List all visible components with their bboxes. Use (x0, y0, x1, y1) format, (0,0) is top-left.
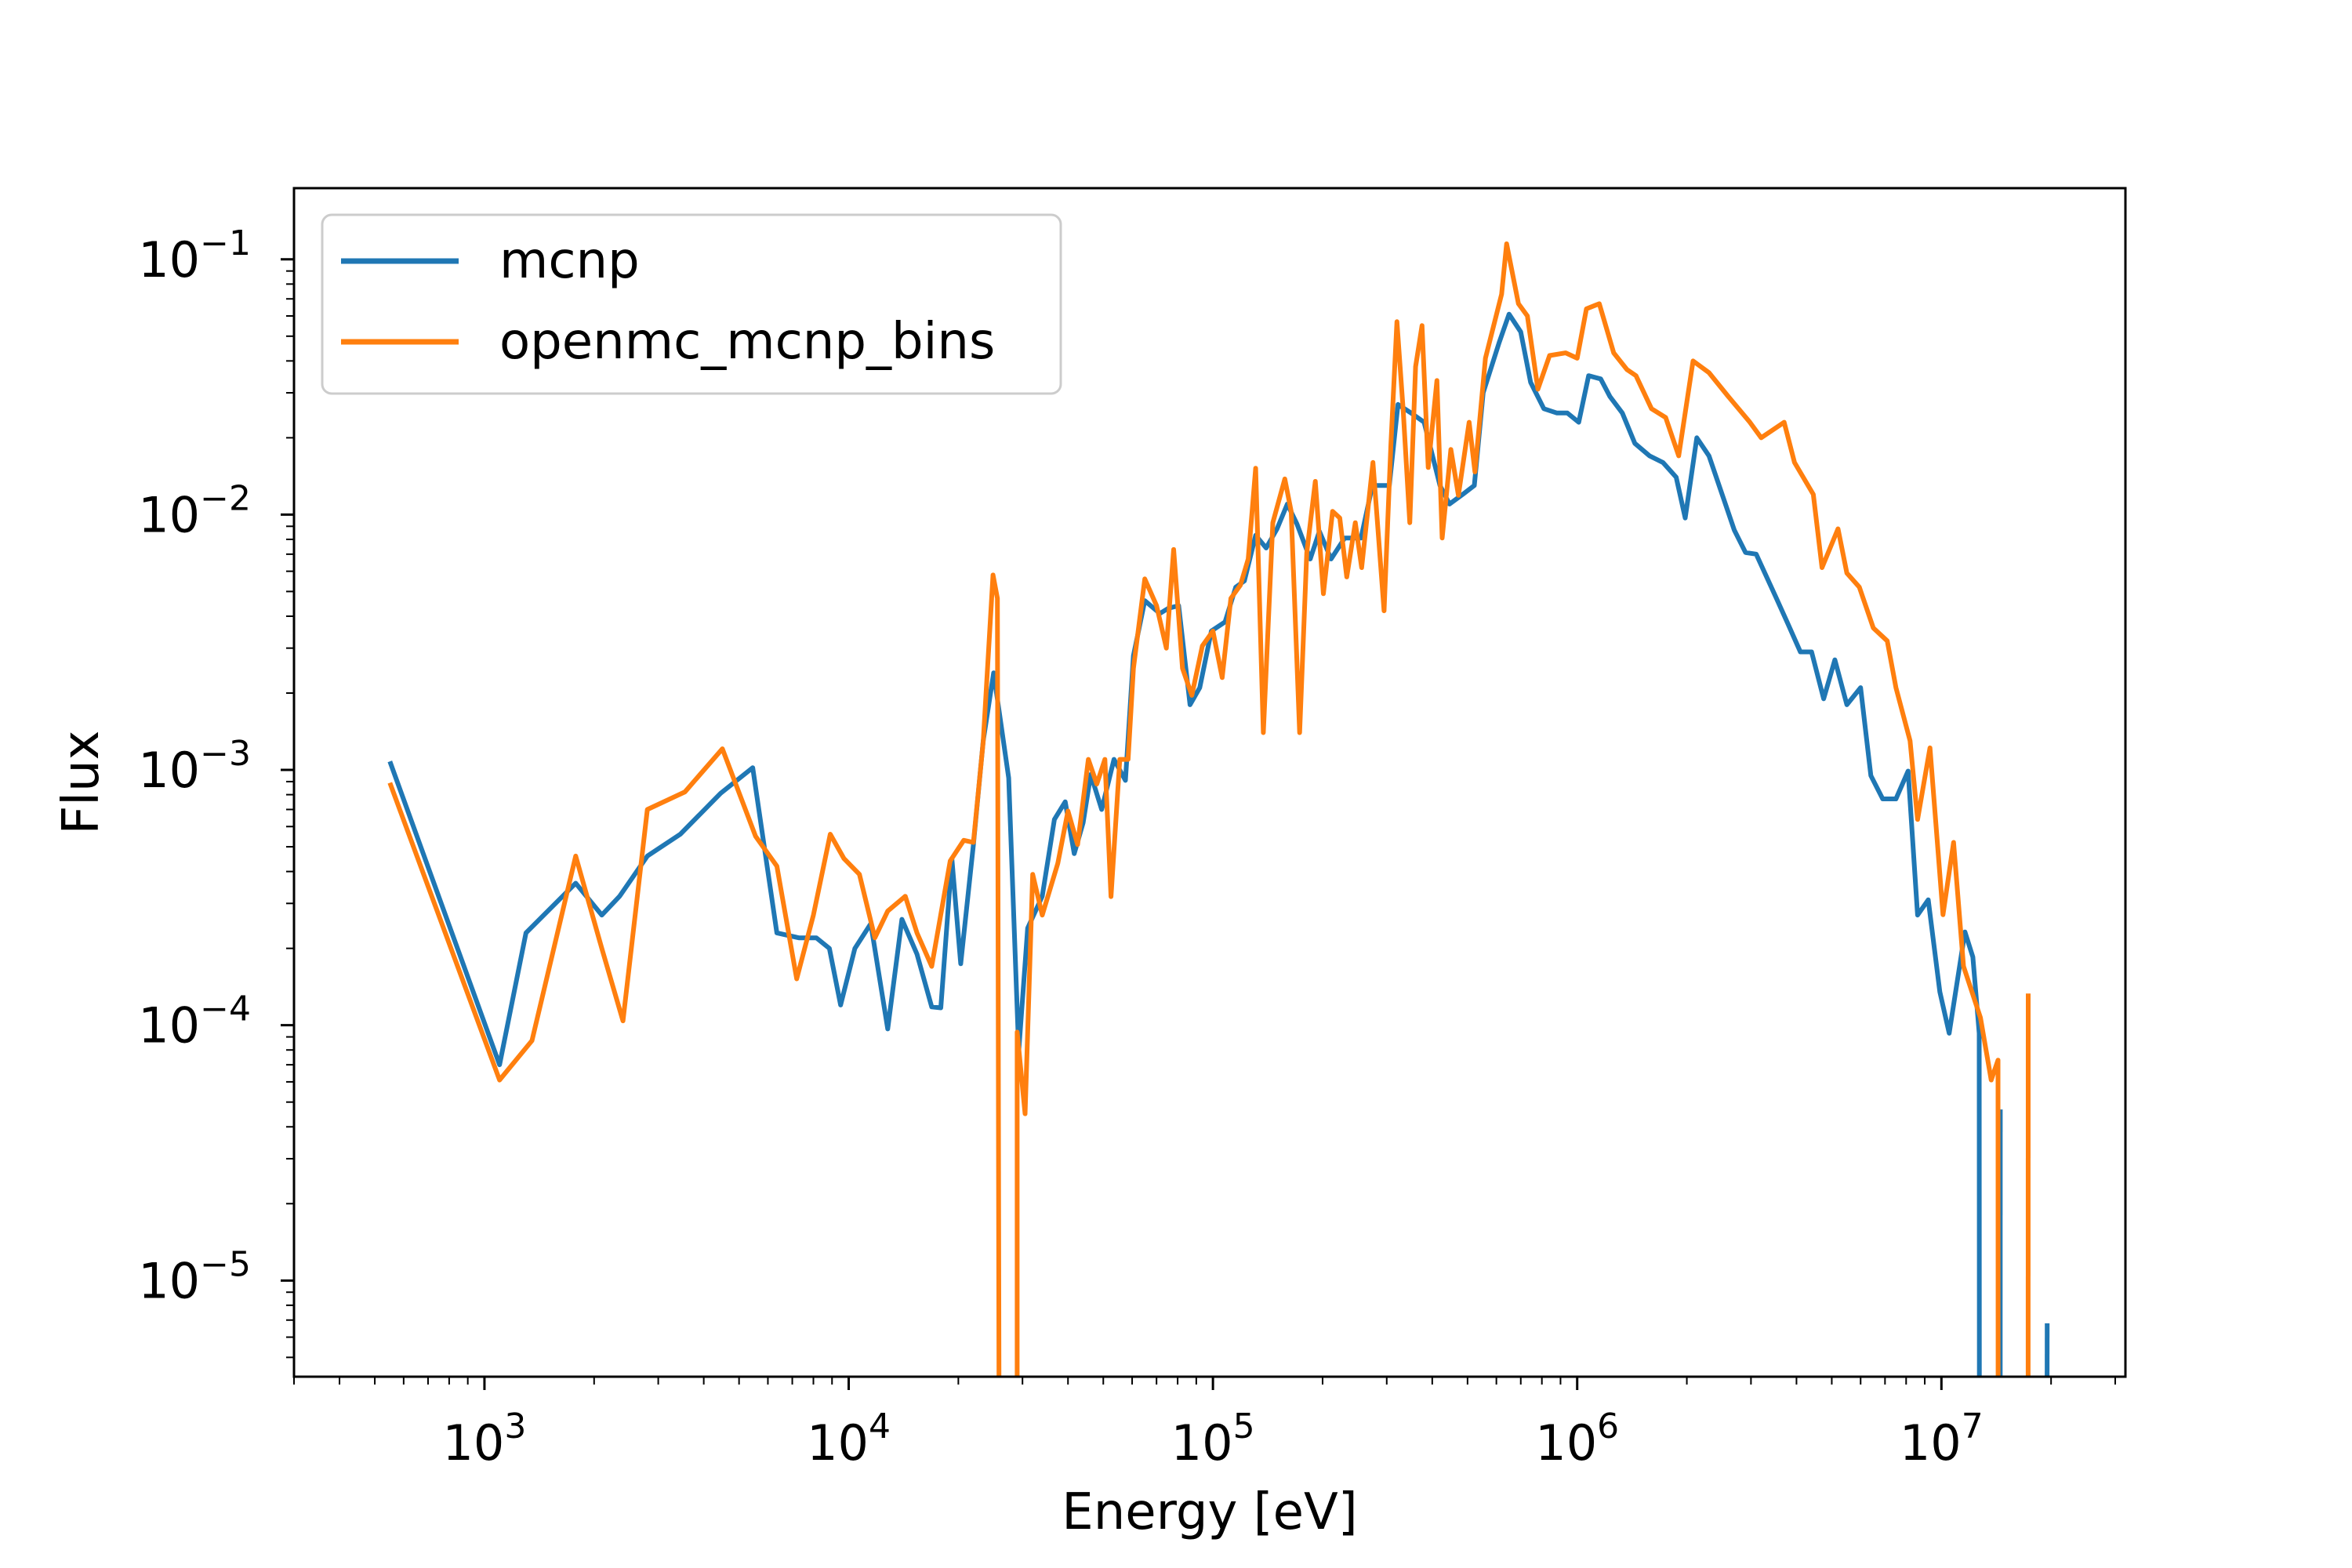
legend-label-mcnp: mcnp (499, 232, 640, 290)
x-tick-label: 104 (807, 1406, 891, 1472)
x-tick-label: 107 (1900, 1406, 1984, 1472)
y-tick-label: 10−5 (138, 1244, 251, 1309)
y-tick-label: 10−2 (138, 478, 251, 543)
x-tick-label: 103 (442, 1406, 526, 1472)
legend-label-openmc-mcnp-bins: openmc_mcnp_bins (499, 313, 995, 371)
y-tick-label: 10−3 (138, 734, 251, 799)
legend: mcnp openmc_mcnp_bins (321, 213, 1062, 395)
series-layer (387, 241, 2050, 1377)
legend-box (321, 213, 1062, 395)
x-axis-label: Energy [eV] (1062, 1483, 1358, 1541)
x-tick-label: 105 (1171, 1406, 1255, 1472)
series-line-openmc-mcnp-bins (387, 572, 1002, 1377)
x-tick-label: 106 (1535, 1406, 1619, 1472)
y-axis-label: Flux (53, 730, 111, 834)
y-tick-label: 10−1 (138, 223, 251, 289)
series-line-openmc-mcnp-bins-segment-1 (1014, 241, 2001, 1377)
plot-frame (292, 187, 2127, 1378)
y-tick-label: 10−4 (138, 989, 251, 1054)
ticks-layer: 103 104 105 106 107 10−1 10−2 10−3 10−4 10−5 (138, 223, 2116, 1472)
